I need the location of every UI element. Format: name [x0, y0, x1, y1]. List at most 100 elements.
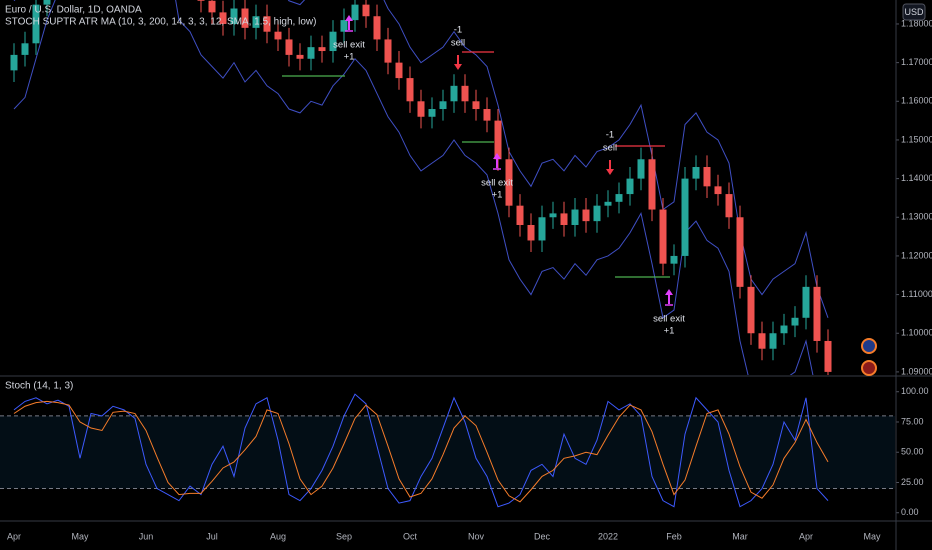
- y-tick-label: 50.00: [901, 447, 924, 457]
- currency[interactable]: USD: [904, 7, 924, 17]
- stoch-label: Stoch (14, 1, 3): [5, 381, 73, 392]
- candle-body: [362, 4, 370, 17]
- candle-body: [395, 62, 403, 79]
- signal-size: -1: [454, 25, 462, 36]
- candle-body: [219, 12, 227, 24]
- candle-body: [769, 333, 777, 349]
- level-fill: [0, 415, 895, 489]
- candle-body: [461, 85, 469, 102]
- candle-body: [604, 201, 612, 206]
- candle-body: [329, 31, 337, 52]
- candle-body: [252, 16, 260, 28]
- y-tick-label: 1.13000: [901, 212, 932, 222]
- candle-body: [318, 47, 326, 52]
- y-tick-label: 1.11000: [901, 289, 932, 299]
- candle-body: [538, 217, 546, 241]
- candle-body: [483, 109, 491, 121]
- candle-body: [692, 167, 700, 179]
- candle-body: [406, 78, 414, 102]
- currency-button[interactable]: [902, 3, 926, 21]
- y-tick-label: 25.00: [901, 477, 924, 487]
- x-tick-label: Apr: [7, 531, 21, 541]
- candle-body: [197, 0, 205, 1]
- candle-body: [560, 213, 568, 225]
- candle-body: [307, 47, 315, 59]
- x-tick-label: Apr: [799, 531, 813, 541]
- candle-body: [21, 43, 29, 55]
- candle-body: [758, 333, 766, 349]
- candle-body: [285, 39, 293, 55]
- x-tick-label: Jun: [139, 531, 154, 541]
- candle-body: [593, 205, 601, 222]
- signal-label: sell exit: [653, 314, 685, 325]
- icon: [861, 338, 877, 354]
- signal-label: sell: [451, 38, 465, 49]
- candle-body: [648, 159, 656, 210]
- candle-body: [417, 101, 425, 117]
- candle-body: [494, 120, 502, 160]
- candle-body: [626, 178, 634, 195]
- x-tick-label: Feb: [666, 531, 682, 541]
- candle-body: [439, 101, 447, 110]
- candle-body: [615, 194, 623, 202]
- candle-body: [813, 286, 821, 341]
- sell-arrow: [454, 55, 462, 70]
- candle-body: [714, 186, 722, 195]
- exit-arrow: [345, 15, 353, 30]
- candle-body: [505, 159, 513, 206]
- candle-body: [384, 39, 392, 63]
- y-tick-label: 1.16000: [901, 96, 932, 106]
- candle-body: [230, 8, 238, 24]
- candle-body: [802, 286, 810, 318]
- stoch-line: [13, 400, 829, 503]
- candle-body: [725, 194, 733, 218]
- y-tick-label: 1.15000: [901, 134, 932, 144]
- x-tick-label: 2022: [598, 531, 618, 541]
- candle-body: [549, 213, 557, 218]
- x-tick-label: May: [863, 531, 881, 541]
- signal-size: +1: [344, 52, 355, 63]
- candle-body: [450, 85, 458, 102]
- candle-body: [241, 8, 249, 28]
- y-tick-label: 0.00: [901, 507, 919, 517]
- x-tick-label: May: [71, 531, 89, 541]
- x-tick-label: Nov: [468, 531, 485, 541]
- y-tick-label: 1.10000: [901, 328, 932, 338]
- y-tick-label: 1.14000: [901, 173, 932, 183]
- stoch-line: [13, 393, 829, 508]
- candle-body: [208, 0, 216, 13]
- chart-title: Euro / U.S. Dollar, 1D, OANDA: [5, 5, 142, 16]
- x-tick-label: Oct: [403, 531, 418, 541]
- candle-body: [43, 0, 51, 5]
- candle-body: [10, 54, 18, 71]
- band-line: [13, 0, 814, 375]
- candle-body: [791, 317, 799, 326]
- candle-body: [659, 209, 667, 264]
- exit-arrow: [493, 153, 501, 168]
- y-tick-label: 100.00: [901, 386, 929, 396]
- sell-arrow: [606, 160, 614, 175]
- candle-body: [582, 209, 590, 222]
- candle-body: [637, 159, 645, 179]
- candle-body: [736, 217, 744, 287]
- candle-body: [780, 325, 788, 334]
- candle-body: [681, 178, 689, 256]
- signal-label: sell: [603, 143, 617, 154]
- y-tick-label: 1.17000: [901, 57, 932, 67]
- candle-body: [747, 286, 755, 334]
- signal-size: +1: [664, 326, 675, 337]
- x-tick-label: Sep: [336, 531, 352, 541]
- exit-arrow: [665, 289, 673, 304]
- candle-body: [373, 16, 381, 40]
- x-tick-label: Mar: [732, 531, 748, 541]
- price-pane: [10, 0, 832, 375]
- candle-body: [824, 340, 832, 372]
- candle-body: [351, 4, 359, 21]
- y-tick-label: 1.12000: [901, 250, 932, 260]
- candle-body: [670, 255, 678, 264]
- x-tick-label: Dec: [534, 531, 551, 541]
- indicator-label: STOCH SUPTR ATR MA (10, 3, 200, 14, 3, 3…: [5, 17, 316, 28]
- candle-body: [472, 101, 480, 110]
- signal-label: sell exit: [333, 40, 365, 51]
- signal-size: -1: [606, 130, 614, 141]
